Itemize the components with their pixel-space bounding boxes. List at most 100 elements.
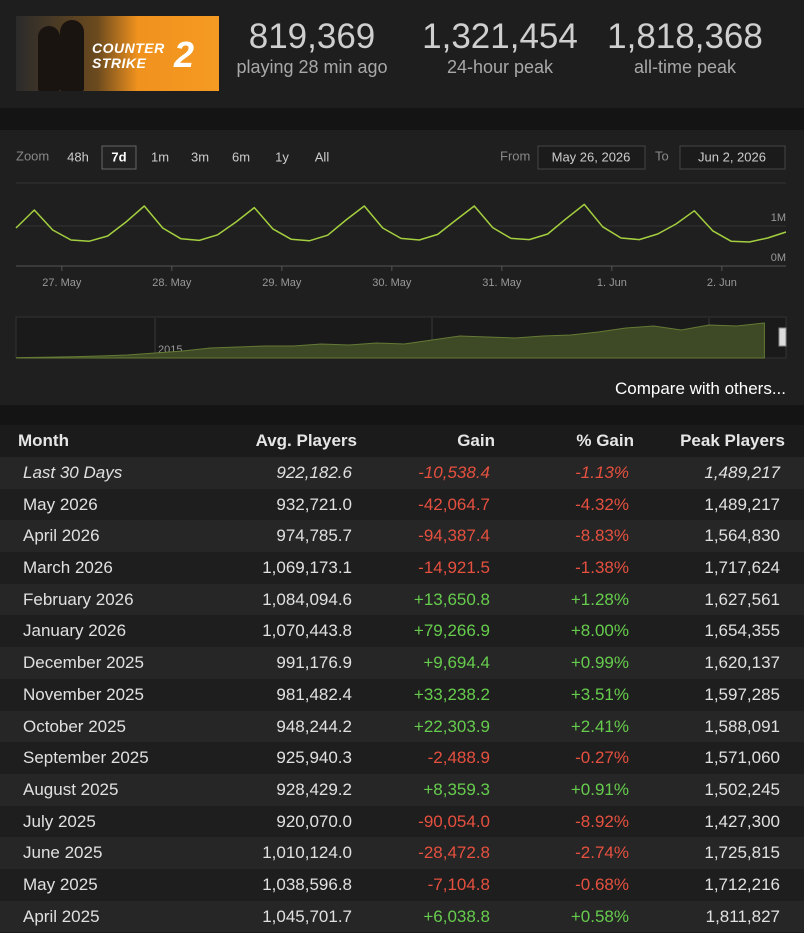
table-cell: 1,489,217 [704, 463, 780, 482]
table-cell: -1.13% [575, 463, 629, 482]
table-cell: 1,811,827 [705, 906, 780, 926]
table-row: April 2025 1,045,701.7 +6,038.8 +0.58% 1,811… [0, 900, 804, 933]
table-cell: +6,038.8 [423, 906, 490, 926]
table-row: September 2025 925,940.3 -2,488.9 -0.27% 1,5… [0, 742, 804, 774]
to-date: Jun 2, 2026 [698, 149, 766, 164]
zoom-option[interactable]: 3m [191, 149, 209, 164]
table-cell: +33,238.2 [413, 684, 490, 704]
zoom-option[interactable]: 1m [151, 149, 169, 164]
table-cell: -7,104.8 [427, 874, 490, 894]
table-cell: September 2025 [23, 748, 149, 768]
zoom-option[interactable]: All [315, 149, 330, 164]
table-cell: August 2025 [23, 779, 119, 799]
table-cell: 932,721.0 [276, 494, 352, 514]
chart: Zoom From May 26, 2026 To Jun 2, 2026 48… [15, 145, 787, 359]
table-cell: October 2025 [23, 716, 127, 736]
table-cell: -8.83% [575, 526, 629, 546]
table-cell: 1,427,300 [704, 811, 780, 831]
table-cell: November 2025 [23, 684, 144, 704]
table-row: Last 30 Days 922,182.6 -10,538.4 -1.13% 1,48… [0, 457, 804, 489]
table-row: June 2025 1,010,124.0 -28,472.8 -2.74% 1,725… [0, 837, 804, 869]
table-cell: 974,785.7 [276, 526, 352, 546]
table-cell: +8.00% [570, 621, 629, 641]
table-cell: June 2025 [23, 843, 103, 863]
table-cell: -42,064.7 [418, 494, 490, 514]
header: COUNTER STRIKE 2 819,369 playing 28 min a… [0, 0, 804, 108]
x-tick-label: 27. May [42, 277, 82, 289]
table-cell: April 2026 [23, 526, 100, 546]
logo-number: 2 [174, 34, 195, 75]
table-cell: +79,266.9 [413, 621, 490, 641]
table-row: March 2026 1,069,173.1 -14,921.5 -1.38% 1,71… [0, 552, 804, 584]
table-cell: 991,176.9 [276, 653, 352, 673]
game-logo[interactable]: COUNTER STRIKE 2 [16, 16, 219, 91]
stat-value: 819,369 [248, 17, 376, 56]
stat: 1,818,368 all-time peak [600, 18, 770, 78]
table-cell: February 2026 [23, 589, 134, 609]
logo-figure [60, 20, 84, 91]
data-table: Month Avg. Players Gain % Gain Peak Players L… [0, 425, 804, 933]
stat-label: playing 28 min ago [236, 57, 388, 77]
table-cell: 1,717,624 [704, 558, 780, 578]
zoom-selected[interactable] [101, 145, 137, 170]
stat: 819,369 playing 28 min ago [227, 18, 397, 78]
table-cell: 1,084,094.6 [262, 589, 352, 609]
table-cell: -2.74% [575, 843, 629, 863]
zoom-option[interactable]: 6m [232, 149, 250, 164]
x-tick-label: 31. May [482, 277, 522, 289]
x-tick-label: 1. Jun [597, 277, 627, 289]
from-input[interactable] [537, 145, 646, 170]
zoom-option[interactable]: 1y [275, 149, 289, 164]
table-cell: July 2025 [23, 811, 96, 831]
table-cell: January 2026 [23, 621, 127, 641]
table-cell: 1,489,217 [704, 494, 780, 514]
table-cell: -4.32% [575, 494, 629, 514]
table-cell: -8.92% [575, 811, 629, 831]
to-label: To [655, 148, 669, 163]
table-row: November 2025 981,482.4 +33,238.2 +3.51% 1,5… [0, 678, 804, 711]
table-cell: 928,429.2 [276, 779, 352, 799]
table-cell: -0.68% [575, 874, 629, 894]
table-cell: 1,620,137 [704, 653, 780, 673]
logo-text: COUNTER [92, 40, 165, 56]
table-cell: -10,538.4 [418, 463, 490, 482]
table-cell: +0.91% [570, 779, 629, 799]
table-cell: 1,070,443.8 [262, 621, 352, 641]
table-cell: 1,597,285 [704, 684, 780, 704]
y-tick-label: 1M [771, 212, 786, 224]
column-header: Gain [457, 431, 495, 450]
column-header: Month [18, 431, 69, 450]
table-cell: 925,940.3 [276, 748, 352, 768]
table-cell: 922,182.6 [276, 463, 352, 482]
table-cell: -14,921.5 [418, 558, 490, 578]
table-cell: December 2025 [23, 653, 144, 673]
table-cell: 948,244.2 [276, 716, 352, 736]
table-cell: -90,054.0 [418, 811, 490, 831]
zoom-option[interactable]: 7d [111, 149, 126, 164]
table-row: October 2025 948,244.2 +22,303.9 +2.41% 1,58… [0, 710, 804, 743]
table-cell: -1.38% [575, 558, 629, 578]
table-row: December 2025 991,176.9 +9,694.4 +0.99% 1,62… [0, 647, 804, 679]
table-row: January 2026 1,070,443.8 +79,266.9 +8.00% 1,… [0, 615, 804, 648]
table-cell: +22,303.9 [413, 716, 490, 736]
compare-link[interactable]: Compare with others... [614, 379, 786, 398]
stat-label: 24-hour peak [446, 57, 554, 77]
table-cell: 1,571,060 [704, 748, 780, 768]
player-line [15, 203, 787, 243]
history-area [15, 322, 765, 359]
table-row: May 2026 932,721.0 -42,064.7 -4.32% 1,489,21… [0, 488, 804, 521]
x-tick-label: 29. May [262, 277, 302, 289]
separator [0, 405, 804, 425]
zoom-option[interactable]: 48h [67, 149, 89, 164]
table-cell: +2.41% [570, 716, 629, 736]
to-input[interactable] [679, 145, 786, 170]
table-cell: 1,725,815 [704, 843, 780, 863]
table-cell: May 2026 [23, 494, 98, 514]
table-cell: +3.51% [570, 684, 629, 704]
stat-label: all-time peak [633, 57, 737, 77]
table-cell: -94,387.4 [418, 526, 490, 546]
table-cell: 1,588,091 [704, 716, 780, 736]
zoom-label: Zoom [16, 148, 49, 163]
navigator-handle[interactable] [778, 327, 787, 347]
table-cell: May 2025 [23, 874, 98, 894]
